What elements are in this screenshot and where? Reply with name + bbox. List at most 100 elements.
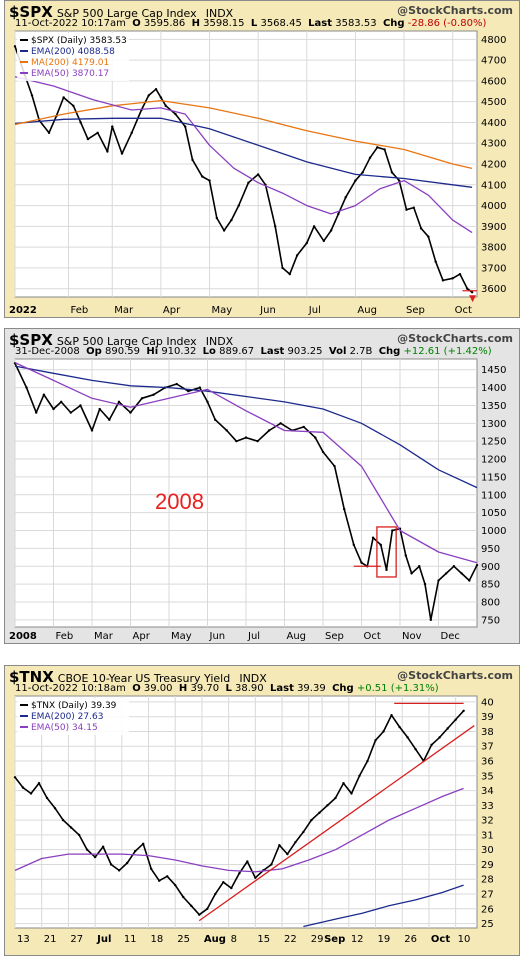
x-tick-label: 19 bbox=[378, 934, 391, 945]
data-point bbox=[350, 792, 353, 795]
data-point bbox=[206, 907, 209, 910]
spx-2008-chart: $SPX S&P 500 Large Cap Index INDX @StockC… bbox=[4, 328, 520, 644]
data-point bbox=[34, 411, 38, 414]
data-point bbox=[294, 841, 297, 844]
data-point bbox=[318, 811, 321, 814]
data-point bbox=[106, 150, 109, 153]
highlight-box bbox=[376, 526, 397, 578]
data-point bbox=[120, 152, 124, 155]
data-point bbox=[85, 848, 89, 851]
data-point bbox=[404, 554, 407, 557]
credit[interactable]: @StockCharts.com bbox=[397, 4, 513, 17]
data-point bbox=[111, 125, 114, 128]
data-point bbox=[164, 104, 167, 108]
credit[interactable]: @StockCharts.com bbox=[397, 669, 513, 682]
data-point bbox=[235, 439, 238, 443]
data-point bbox=[352, 543, 355, 547]
data-point bbox=[29, 792, 33, 795]
data-point bbox=[174, 112, 177, 116]
x-tick-label: Jul bbox=[96, 934, 111, 945]
data-point bbox=[62, 96, 65, 99]
legend-entry: EMA(200) 27.63 bbox=[31, 712, 103, 722]
data-point bbox=[361, 171, 364, 174]
y-tick-label: 1000 bbox=[481, 526, 506, 537]
data-point bbox=[344, 196, 347, 199]
symbol: $TNX bbox=[9, 668, 54, 686]
x-tick-label: Aug bbox=[287, 631, 307, 642]
chart-plot: 25 26 27 28 29 30 31 32 33 34 35 36 37 38 39 40 13 21 27 Ju… bbox=[13, 695, 494, 945]
x-tick-label: 25 bbox=[177, 934, 190, 945]
data-point bbox=[61, 818, 65, 822]
data-point bbox=[267, 429, 271, 432]
y-tick-label: 4700 bbox=[481, 56, 506, 67]
data-point bbox=[256, 173, 260, 176]
data-point bbox=[30, 94, 34, 97]
data-point bbox=[52, 407, 55, 411]
data-point bbox=[182, 895, 185, 899]
data-point bbox=[117, 869, 121, 872]
exchange: INDX bbox=[239, 672, 267, 685]
y-tick-label: 29 bbox=[481, 860, 494, 871]
data-point bbox=[458, 272, 462, 276]
data-point bbox=[117, 400, 121, 404]
data-point bbox=[86, 137, 90, 141]
chart-header: $SPX S&P 500 Large Cap Index INDX bbox=[9, 2, 233, 21]
series-line-ma-200- bbox=[14, 99, 473, 170]
data-point bbox=[77, 833, 81, 837]
data-point bbox=[410, 572, 413, 575]
data-point bbox=[278, 844, 281, 847]
data-point bbox=[452, 565, 456, 568]
data-point bbox=[418, 565, 421, 568]
y-tick-label: 35 bbox=[481, 771, 494, 782]
x-tick-label: Jul bbox=[308, 305, 321, 316]
data-point bbox=[322, 239, 326, 243]
y-tick-label: 1150 bbox=[481, 472, 506, 483]
data-point bbox=[470, 291, 474, 294]
data-point bbox=[215, 216, 219, 220]
y-tick-label: 32 bbox=[481, 816, 494, 827]
data-point bbox=[149, 867, 153, 871]
data-point bbox=[184, 125, 187, 128]
data-point bbox=[93, 855, 97, 859]
data-point bbox=[222, 880, 225, 884]
datetime: 11-Oct-2022 10:18am bbox=[15, 683, 126, 694]
data-point bbox=[25, 386, 28, 389]
x-tick-label: Oct bbox=[364, 631, 381, 642]
y-tick-label: 1100 bbox=[481, 490, 506, 501]
x-tick-label: Jun bbox=[209, 631, 226, 642]
data-point bbox=[427, 235, 430, 238]
data-point bbox=[191, 158, 194, 162]
data-point bbox=[201, 175, 204, 178]
data-point bbox=[158, 879, 161, 882]
data-point bbox=[147, 94, 150, 97]
data-point bbox=[286, 852, 289, 856]
x-tick-label: Jul bbox=[247, 631, 260, 642]
y-tick-label: 36 bbox=[481, 757, 494, 768]
chart-header: $SPX S&P 500 Large Cap Index INDX bbox=[9, 330, 233, 349]
data-point bbox=[79, 121, 82, 124]
data-point bbox=[337, 212, 340, 216]
x-tick-label: Sep bbox=[406, 305, 425, 316]
data-point bbox=[109, 863, 113, 866]
data-point bbox=[310, 818, 313, 822]
data-point bbox=[302, 830, 305, 834]
series-line-ema-50- bbox=[14, 76, 473, 234]
data-point bbox=[288, 272, 291, 276]
data-point bbox=[159, 96, 163, 99]
data-point bbox=[247, 181, 250, 184]
data-point bbox=[230, 886, 233, 890]
data-point bbox=[206, 400, 209, 404]
x-tick-label: 18 bbox=[151, 934, 164, 945]
x-tick-label: 8 bbox=[231, 934, 237, 945]
data-point bbox=[187, 389, 190, 393]
data-point bbox=[152, 393, 155, 396]
data-point bbox=[358, 774, 361, 777]
credit[interactable]: @StockCharts.com bbox=[397, 332, 513, 345]
y-tick-label: 1450 bbox=[481, 365, 506, 376]
legend-entry: EMA(50) 3870.17 bbox=[31, 69, 109, 79]
y-tick-label: 39 bbox=[481, 712, 494, 723]
data-point bbox=[21, 786, 25, 789]
x-tick-label: Apr bbox=[133, 631, 151, 642]
data-point bbox=[360, 561, 363, 564]
data-point bbox=[108, 418, 111, 421]
